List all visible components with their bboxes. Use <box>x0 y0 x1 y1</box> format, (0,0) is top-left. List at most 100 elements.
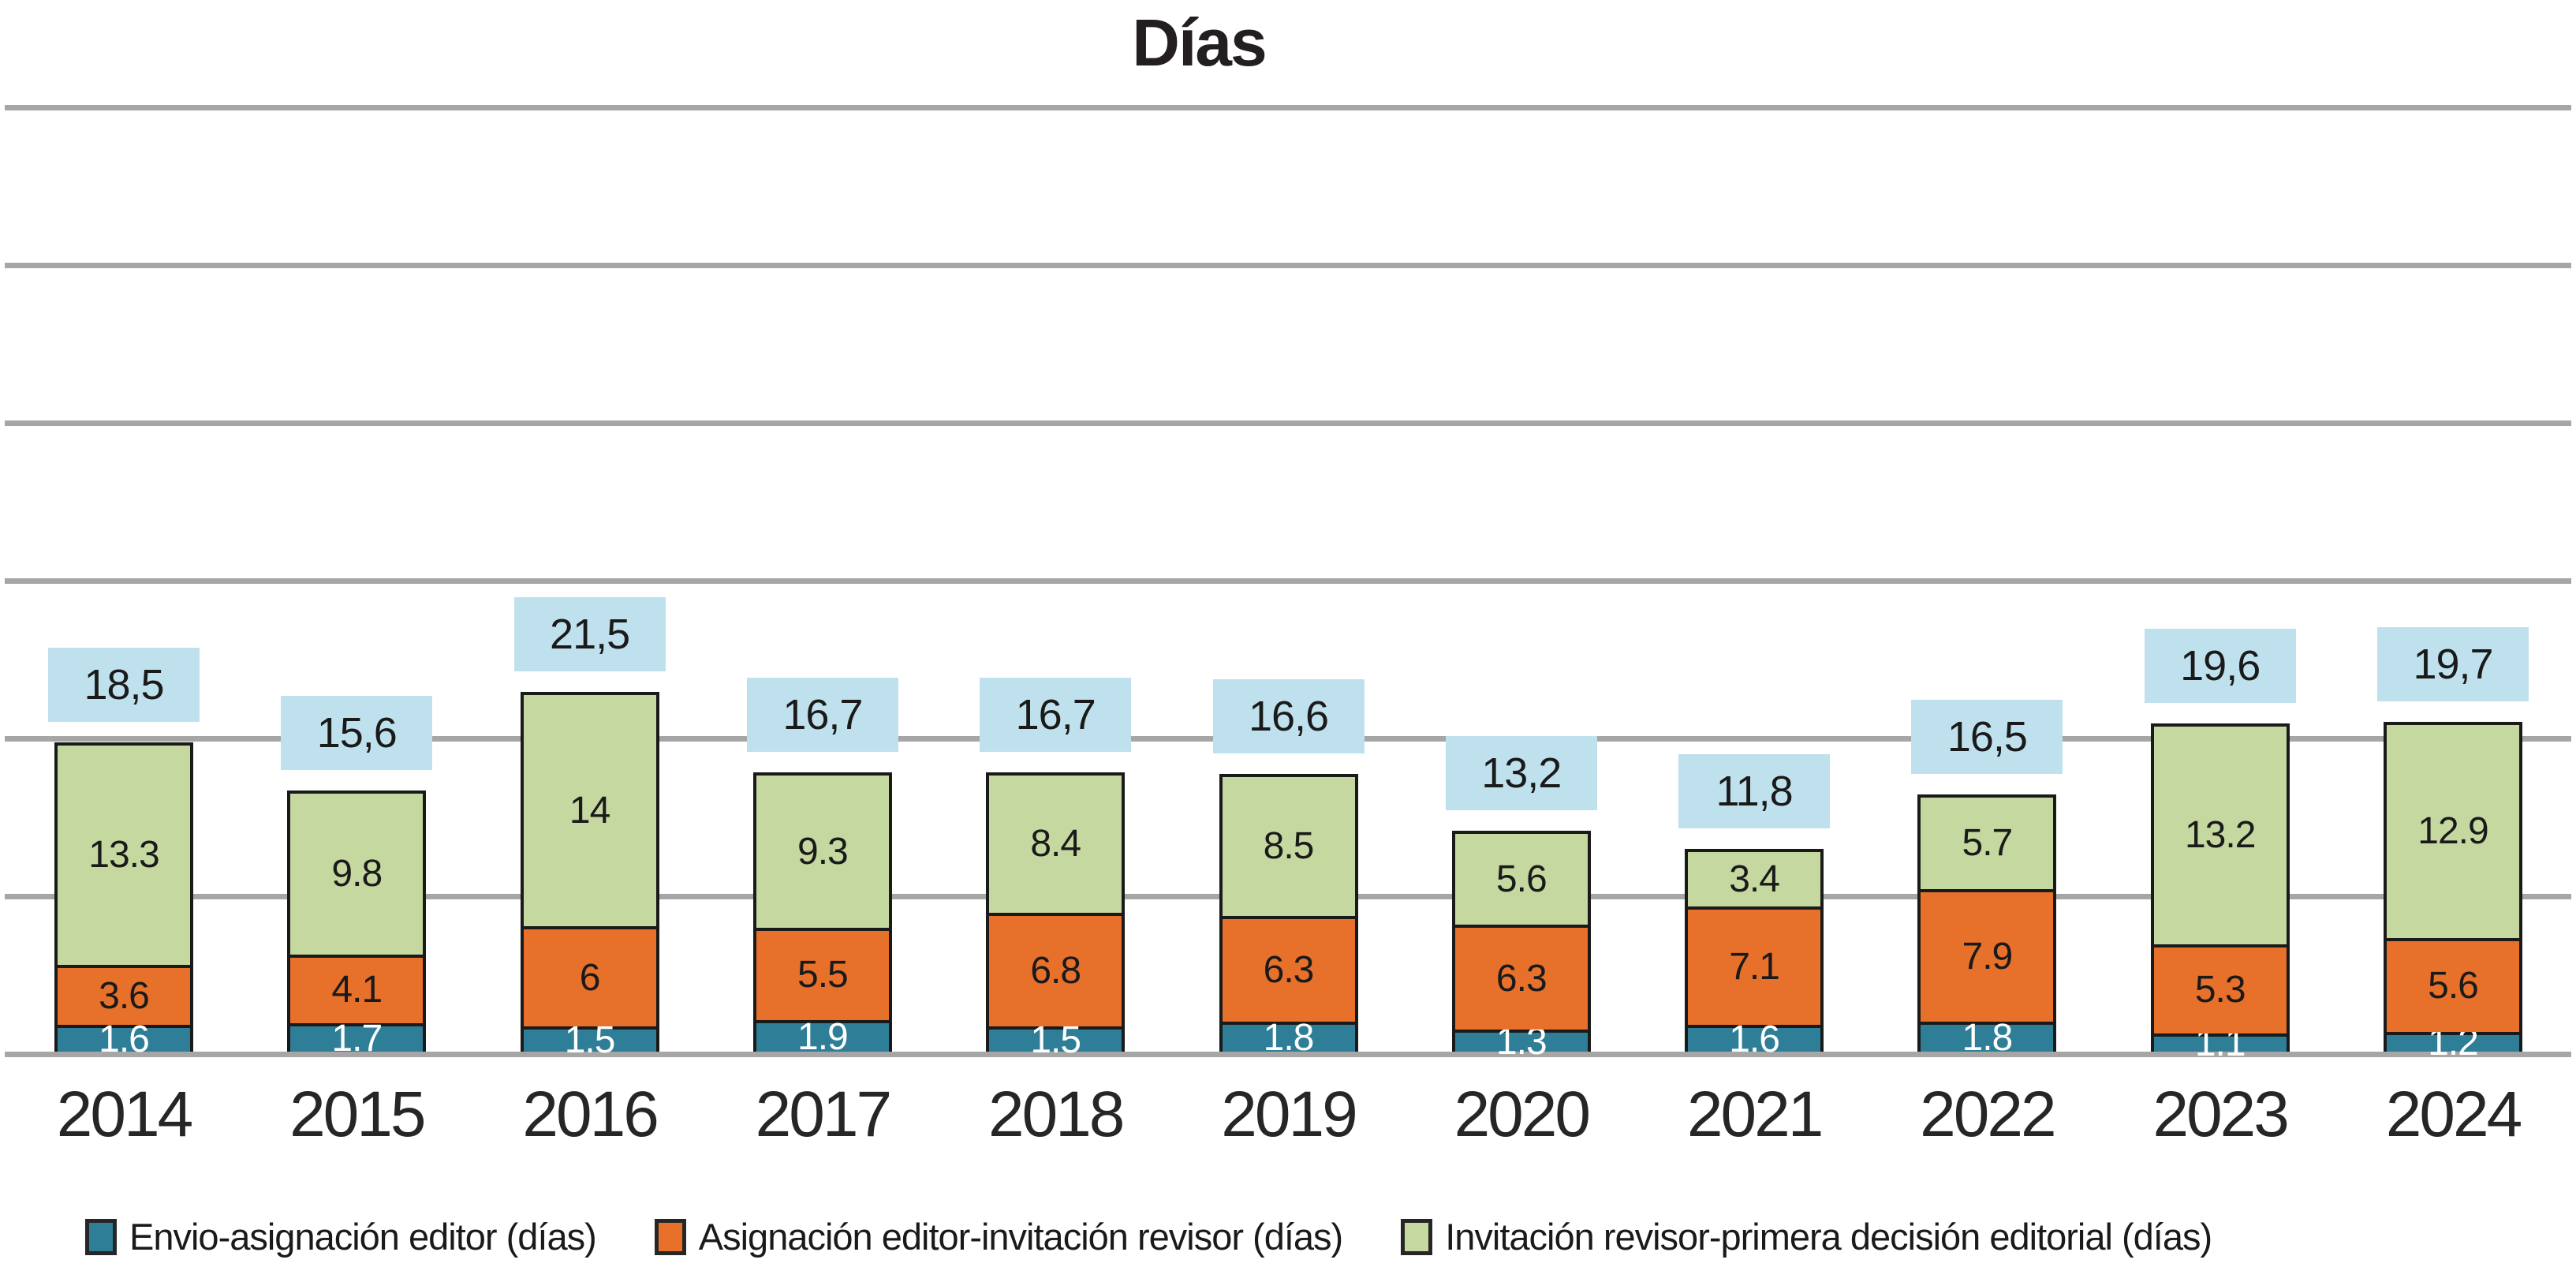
segment-value-label: 1.5 <box>1030 1019 1081 1062</box>
bar-segment-invitacion: 9.8 <box>287 791 427 955</box>
total-value-label: 16,7 <box>1015 690 1096 738</box>
segment-value-label: 5.6 <box>1495 858 1547 900</box>
bar-segment-envio: 1.8 <box>1219 1018 1358 1056</box>
total-value-label: 16,5 <box>1947 712 2028 761</box>
bar-segment-invitacion: 9.3 <box>752 772 892 929</box>
segment-value-label: 5.6 <box>2428 965 2479 1007</box>
x-axis-label: 2016 <box>522 1078 659 1150</box>
x-axis-label: 2018 <box>987 1078 1125 1150</box>
bar-segment-asignacion: 7.1 <box>1685 906 1824 1026</box>
segment-value-label: 1.8 <box>1962 1016 2014 1059</box>
segment-value-label: 1.6 <box>1729 1018 1780 1061</box>
bar-segment-invitacion: 13.3 <box>54 742 193 965</box>
x-axis-label: 2015 <box>289 1078 426 1150</box>
chart-title: Días <box>1132 6 1267 80</box>
segment-value-label: 5.7 <box>1962 821 2014 864</box>
gridline <box>5 263 2571 268</box>
gridline <box>5 105 2571 110</box>
segment-value-label: 8.4 <box>1030 822 1081 865</box>
segment-value-label: 6.8 <box>1030 950 1081 992</box>
total-value-label: 18,5 <box>84 660 164 708</box>
legend-marker <box>654 1218 686 1255</box>
total-value-label: 11,8 <box>1715 768 1794 816</box>
x-axis-label: 2014 <box>56 1078 193 1150</box>
segment-value-label: 13.2 <box>2184 814 2256 857</box>
bar-segment-asignacion: 6.8 <box>986 913 1126 1027</box>
bar-segment-envio: 1.2 <box>2384 1024 2522 1062</box>
segment-value-label: 6.3 <box>1495 957 1547 1000</box>
legend-item-label: Envio-asignación editor (días) <box>129 1216 597 1258</box>
bar-segment-asignacion: 7.9 <box>1917 889 2057 1022</box>
bar-segment-invitacion: 3.4 <box>1685 849 1824 906</box>
bar-segment-envio: 1.8 <box>1917 1018 2057 1056</box>
segment-value-label: 5.5 <box>797 954 849 996</box>
gridline <box>5 1052 2571 1057</box>
segment-value-label: 7.9 <box>1962 936 2014 978</box>
segment-value-label: 4.1 <box>331 969 383 1011</box>
segment-value-label: 14 <box>569 789 610 832</box>
total-value-label: 19,6 <box>2180 642 2261 690</box>
segment-value-label: 9.3 <box>797 830 849 873</box>
bar-segment-invitacion: 8.5 <box>1219 774 1358 917</box>
segment-value-label: 9.8 <box>331 853 383 895</box>
segment-value-label: 1.5 <box>564 1019 616 1062</box>
segment-value-label: 13.3 <box>88 833 159 876</box>
x-axis-label: 2024 <box>2385 1078 2522 1150</box>
bar-segment-envio: 1.1 <box>2150 1025 2290 1063</box>
segment-value-label: 1.9 <box>797 1015 849 1058</box>
segment-value-label: 8.5 <box>1263 825 1315 868</box>
total-label-box: 19,7 <box>2377 627 2529 702</box>
bar-segment-invitacion: 5.6 <box>1451 831 1591 925</box>
total-label-box: 18,5 <box>48 647 200 722</box>
segment-value-label: 5.3 <box>2194 969 2246 1011</box>
bar-segment-envio: 1.5 <box>986 1022 1126 1060</box>
x-axis-label: 2021 <box>1686 1078 1824 1150</box>
segment-value-label: 6 <box>579 956 601 999</box>
gridline <box>5 420 2571 426</box>
bar-segment-invitacion: 14 <box>520 692 659 926</box>
bar-segment-asignacion: 6 <box>520 926 659 1027</box>
bar-segment-asignacion: 6.3 <box>1219 916 1358 1022</box>
x-axis-label: 2022 <box>1920 1078 2056 1150</box>
total-label-box: 15,6 <box>281 696 433 771</box>
bar-segment-envio: 1.7 <box>287 1019 427 1057</box>
bar-segment-asignacion: 3.6 <box>54 964 193 1026</box>
legend-item: Envio-asignación editor (días) <box>85 1215 597 1258</box>
legend-item-label: Asignación editor-invitación revisor (dí… <box>698 1216 1343 1258</box>
total-label-box: 16,7 <box>980 677 1132 752</box>
total-label-box: 16,6 <box>1212 679 1365 754</box>
x-axis-label: 2020 <box>1454 1078 1591 1150</box>
total-value-label: 21,5 <box>550 611 630 659</box>
legend-marker <box>1401 1218 1433 1255</box>
total-value-label: 15,6 <box>316 709 398 757</box>
total-value-label: 16,7 <box>782 690 863 738</box>
legend-item: Asignación editor-invitación revisor (dí… <box>654 1215 1343 1258</box>
bar-segment-invitacion: 8.4 <box>986 772 1126 914</box>
total-label-box: 13,2 <box>1445 736 1597 811</box>
segment-value-label: 3.6 <box>99 974 150 1017</box>
x-axis-label: 2019 <box>1221 1078 1357 1150</box>
bar-segment-asignacion: 5.6 <box>2384 937 2522 1032</box>
segment-value-label: 6.3 <box>1263 949 1315 992</box>
bar-segment-invitacion: 13.2 <box>2150 723 2290 945</box>
x-axis-label: 2017 <box>755 1078 892 1150</box>
bar-segment-envio: 1.9 <box>752 1018 892 1056</box>
segment-value-label: 1.7 <box>331 1017 383 1060</box>
bar-segment-envio: 1.6 <box>1685 1021 1824 1059</box>
total-label-box: 16,5 <box>1911 699 2063 774</box>
total-value-label: 19,7 <box>2413 641 2493 689</box>
bar-segment-asignacion: 4.1 <box>287 955 427 1023</box>
legend-item-label: Invitación revisor-primera decisión edit… <box>1445 1216 2212 1258</box>
legend-item: Invitación revisor-primera decisión edit… <box>1401 1215 2212 1258</box>
bar-segment-envio: 1.6 <box>54 1021 193 1059</box>
legend-marker <box>85 1218 117 1255</box>
segment-value-label: 1.6 <box>99 1018 150 1061</box>
segment-value-label: 7.1 <box>1729 945 1780 988</box>
legend: Envio-asignación editor (días) Asignación… <box>85 1215 2270 1258</box>
segment-value-label: 3.4 <box>1729 858 1780 900</box>
bar-segment-asignacion: 5.5 <box>752 928 892 1020</box>
x-axis-label: 2023 <box>2152 1078 2289 1150</box>
bar-segment-asignacion: 6.3 <box>1451 924 1591 1030</box>
total-label-box: 11,8 <box>1678 754 1831 829</box>
